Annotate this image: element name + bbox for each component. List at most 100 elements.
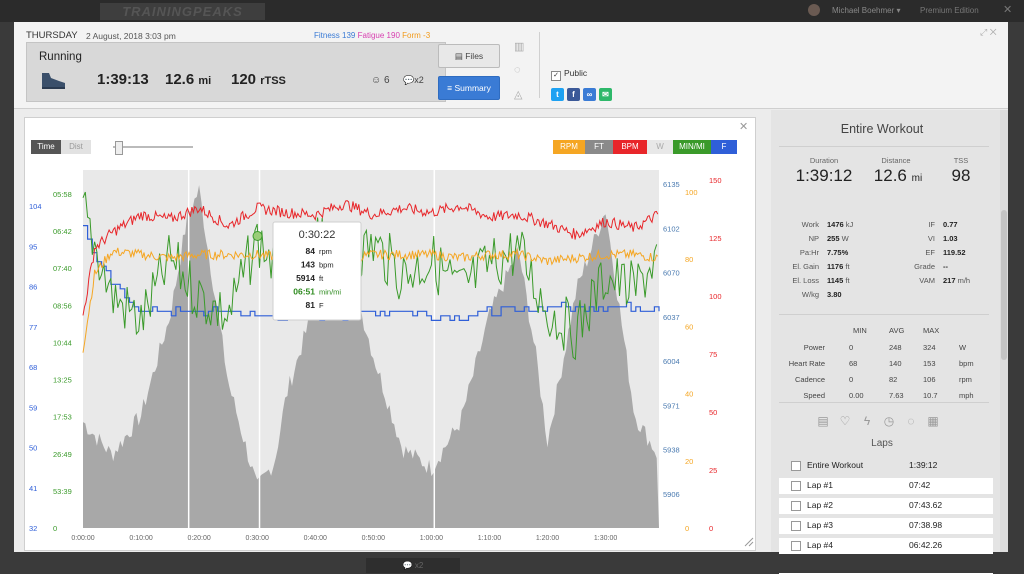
hr-tick-label: 125 — [709, 234, 722, 243]
duration-label: Duration — [809, 156, 839, 165]
feeling-icon[interactable]: ☺ 6 — [371, 75, 390, 86]
elevation-tick-label: 5906 — [663, 490, 680, 499]
cadence-tick-label: 100 — [685, 188, 698, 197]
link-icon[interactable]: ∞ — [583, 88, 596, 101]
checkbox-icon[interactable]: ✓ — [551, 71, 561, 81]
pace-tick-label: 10:44 — [53, 338, 72, 347]
legend-bpm[interactable]: BPM — [613, 140, 647, 154]
lap-name: Lap #3 — [807, 520, 833, 530]
fitness-metrics: Fitness 139 Fatigue 190 Form -3 — [314, 31, 430, 40]
lap-checkbox[interactable] — [791, 521, 801, 531]
circle-icon[interactable]: ◌ — [907, 414, 915, 428]
stat-label: VI — [927, 234, 935, 243]
lap-row[interactable]: Lap #3 07:38.98 — [779, 518, 993, 534]
user-name[interactable]: Michael Boehmer ▾ — [832, 6, 901, 15]
lap-row[interactable]: Lap #4 06:42.26 — [779, 538, 993, 554]
bar-chart-icon[interactable]: ▥ — [514, 41, 525, 53]
min-value: 0.00 — [849, 391, 864, 400]
lap-time: 1:39:12 — [909, 460, 938, 470]
files-button[interactable]: ▤ Files — [438, 44, 500, 68]
row-label: Power — [803, 343, 825, 352]
divider — [779, 146, 989, 147]
right-stat-row: IF 0.77 — [899, 220, 958, 229]
distance-label: Distance — [881, 156, 911, 165]
elevation-tick-label: 5938 — [663, 446, 680, 455]
x-tick-label: 0:30:00 — [246, 535, 269, 542]
legend-w[interactable]: W — [647, 140, 673, 154]
legend-ft[interactable]: FT — [585, 140, 613, 154]
twitter-icon[interactable]: t — [551, 88, 564, 101]
files-button-label: Files — [465, 51, 484, 61]
email-icon[interactable]: ✉ — [599, 88, 612, 101]
lap-row[interactable]: Lap #1 07:42 — [779, 478, 993, 494]
panel-distance: 12.6 — [873, 166, 907, 185]
panel-scrollbar-thumb[interactable] — [1001, 210, 1007, 360]
chart-close-icon[interactable]: ✕ — [739, 121, 749, 133]
temp-tick-label: 59 — [29, 403, 37, 412]
lightning-icon[interactable]: ϟ — [863, 414, 871, 428]
clipboard-icon[interactable]: ▤ — [817, 414, 829, 428]
laps-title: Laps — [871, 438, 893, 449]
grid-icon[interactable]: ▦ — [927, 414, 939, 428]
heart-icon[interactable]: ♡ — [839, 414, 851, 428]
clock-icon[interactable]: ◷ — [883, 414, 895, 428]
public-label: Public — [564, 68, 588, 78]
stats-panel: Entire Workout Duration 1:39:12 Distance… — [771, 110, 1008, 574]
resize-grip-icon — [744, 537, 754, 547]
row-label: Speed — [803, 391, 825, 400]
legend-min-mi[interactable]: MIN/MI — [673, 140, 711, 154]
time-toggle[interactable]: Time — [31, 140, 61, 154]
summary-tss: 120 rTSS — [231, 71, 286, 88]
summary-button[interactable]: ≡ Summary — [438, 76, 500, 100]
temp-tick-label: 86 — [29, 283, 37, 292]
workout-chart[interactable]: 0:00:00 0:10:00 0:20:00 0:30:00 0:40:00 0:50:… — [25, 118, 755, 550]
stat-unit: W — [839, 234, 849, 243]
row-unit: bpm — [959, 359, 974, 368]
facebook-icon[interactable]: f — [567, 88, 580, 101]
app-footer — [0, 556, 1024, 573]
lap-checkbox[interactable] — [791, 461, 801, 471]
lap-row[interactable]: Lap #2 07:43.62 — [779, 498, 993, 514]
close-icon[interactable]: ✕ — [1003, 4, 1013, 16]
stat-value: 0.77 — [943, 220, 958, 229]
footer-comments-icon[interactable]: 💬 x2 — [366, 558, 460, 573]
pace-tick-label: 17:53 — [53, 413, 72, 422]
tss-label: TSS — [953, 156, 969, 165]
min-value: 0 — [849, 343, 854, 352]
speech-bubble-icon[interactable]: ◌ — [514, 64, 521, 76]
lap-checkbox[interactable] — [791, 501, 801, 511]
brand-logo: TRAININGPEAKS — [100, 3, 265, 20]
zoom-slider-track[interactable] — [113, 146, 193, 148]
column-header: MIN — [853, 326, 867, 335]
avatar[interactable] — [808, 4, 820, 16]
legend-rpm[interactable]: RPM — [553, 140, 585, 154]
lap-checkbox[interactable] — [791, 541, 801, 551]
comments-icon[interactable]: 💬x2 — [403, 75, 424, 85]
legend-f[interactable]: F — [711, 140, 737, 154]
dist-toggle[interactable]: Dist — [61, 140, 91, 154]
stat-value: 1.03 — [943, 234, 958, 243]
left-stat-row: Pa:Hr 7.75% — [779, 248, 848, 257]
share-icons: t f ∞ ✉ — [551, 84, 615, 102]
tooltip-time: 0:30:22 — [299, 229, 336, 241]
feeling-count: 6 — [384, 75, 390, 86]
row-unit: rpm — [959, 375, 972, 384]
public-toggle[interactable]: ✓ Public — [551, 68, 587, 81]
distance-value: 12.6 mi — [863, 166, 933, 186]
area-chart-icon[interactable]: ◬ — [514, 89, 523, 101]
summary-button-label: Summary — [454, 83, 491, 93]
zoom-slider-handle[interactable] — [115, 141, 123, 155]
x-tick-label: 0:20:00 — [187, 535, 210, 542]
distance-unit: mi — [198, 75, 212, 87]
elevation-tick-label: 6004 — [663, 357, 680, 366]
lap-checkbox[interactable] — [791, 481, 801, 491]
elevation-area — [83, 185, 659, 528]
lap-row[interactable]: Entire Workout 1:39:12 — [779, 458, 993, 474]
lap-name: Lap #1 — [807, 480, 833, 490]
stat-unit: ft — [843, 276, 850, 285]
temp-tick-label: 104 — [29, 202, 42, 211]
series-legend: RPM FT BPM W MIN/MI F — [553, 140, 737, 154]
expand-icon[interactable]: ⤢ ✕ — [980, 27, 997, 37]
hr-tick-label: 0 — [709, 524, 713, 533]
left-stat-row: NP 255 W — [779, 234, 849, 243]
